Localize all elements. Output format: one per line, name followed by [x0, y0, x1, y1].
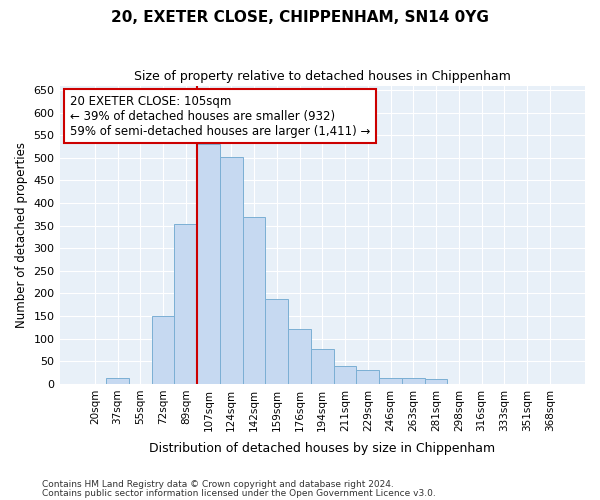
Bar [425, 380, 448, 384]
Bar [106, 378, 129, 384]
Text: Contains public sector information licensed under the Open Government Licence v3: Contains public sector information licen… [42, 488, 436, 498]
Bar [197, 144, 220, 384]
Bar [402, 378, 425, 384]
Text: 20, EXETER CLOSE, CHIPPENHAM, SN14 0YG: 20, EXETER CLOSE, CHIPPENHAM, SN14 0YG [111, 10, 489, 25]
Bar [152, 316, 175, 384]
Bar [220, 156, 242, 384]
Bar [311, 348, 334, 384]
Bar [175, 224, 197, 384]
Bar [334, 366, 356, 384]
X-axis label: Distribution of detached houses by size in Chippenham: Distribution of detached houses by size … [149, 442, 496, 455]
Bar [265, 299, 288, 384]
Bar [379, 378, 402, 384]
Title: Size of property relative to detached houses in Chippenham: Size of property relative to detached ho… [134, 70, 511, 83]
Bar [288, 329, 311, 384]
Text: 20 EXETER CLOSE: 105sqm
← 39% of detached houses are smaller (932)
59% of semi-d: 20 EXETER CLOSE: 105sqm ← 39% of detache… [70, 94, 370, 138]
Bar [356, 370, 379, 384]
Text: Contains HM Land Registry data © Crown copyright and database right 2024.: Contains HM Land Registry data © Crown c… [42, 480, 394, 489]
Y-axis label: Number of detached properties: Number of detached properties [15, 142, 28, 328]
Bar [242, 216, 265, 384]
